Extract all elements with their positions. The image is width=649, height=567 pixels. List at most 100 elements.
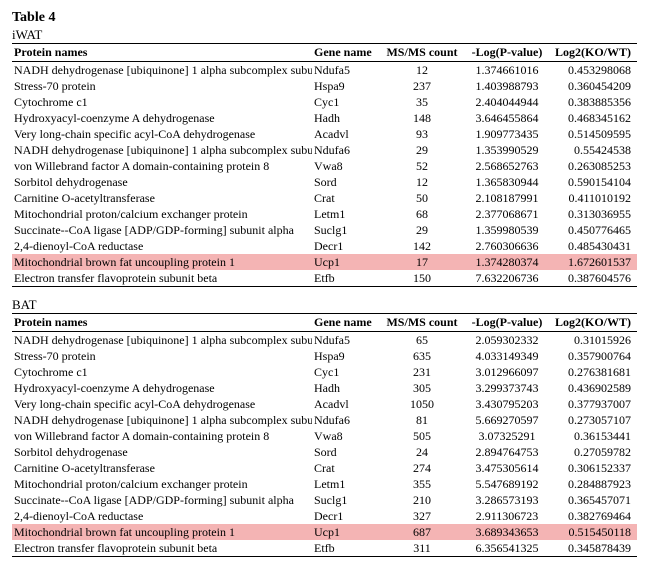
table-cell: Hadh bbox=[312, 110, 382, 126]
table-cell: Sord bbox=[312, 444, 382, 460]
table-cell: 3.646455864 bbox=[462, 110, 552, 126]
column-header: Protein names bbox=[12, 314, 312, 332]
table-cell: Electron transfer flavoprotein subunit b… bbox=[12, 540, 312, 557]
table-cell: 3.689343653 bbox=[462, 524, 552, 540]
table-cell: 52 bbox=[382, 158, 462, 174]
sections-container: iWATProtein namesGene nameMS/MS count-Lo… bbox=[12, 27, 637, 557]
table-cell: NADH dehydrogenase [ubiquinone] 1 alpha … bbox=[12, 142, 312, 158]
table-cell: 3.07325291 bbox=[462, 428, 552, 444]
column-header: Log2(KO/WT) bbox=[552, 44, 637, 62]
table-cell: 142 bbox=[382, 238, 462, 254]
table-cell: Decr1 bbox=[312, 238, 382, 254]
table-cell: 305 bbox=[382, 380, 462, 396]
table-cell: Succinate--CoA ligase [ADP/GDP-forming] … bbox=[12, 222, 312, 238]
table-cell: 150 bbox=[382, 270, 462, 287]
table-cell: 0.387604576 bbox=[552, 270, 637, 287]
table-cell: 2,4-dienoyl-CoA reductase bbox=[12, 238, 312, 254]
table-cell: Stress-70 protein bbox=[12, 348, 312, 364]
table-cell: 0.590154104 bbox=[552, 174, 637, 190]
table-cell: Very long-chain specific acyl-CoA dehydr… bbox=[12, 126, 312, 142]
table-cell: 3.299373743 bbox=[462, 380, 552, 396]
table-row: Cytochrome c1Cyc12313.0129660970.2763816… bbox=[12, 364, 637, 380]
table-cell: NADH dehydrogenase [ubiquinone] 1 alpha … bbox=[12, 62, 312, 79]
table-cell: NADH dehydrogenase [ubiquinone] 1 alpha … bbox=[12, 412, 312, 428]
table-row: Sorbitol dehydrogenaseSord121.3658309440… bbox=[12, 174, 637, 190]
table-cell: 1.374661016 bbox=[462, 62, 552, 79]
table-row: NADH dehydrogenase [ubiquinone] 1 alpha … bbox=[12, 142, 637, 158]
table-cell: 2,4-dienoyl-CoA reductase bbox=[12, 508, 312, 524]
table-cell: 12 bbox=[382, 62, 462, 79]
table-cell: 65 bbox=[382, 332, 462, 349]
table-cell: 3.430795203 bbox=[462, 396, 552, 412]
table-cell: Acadvl bbox=[312, 126, 382, 142]
table-cell: 0.36153441 bbox=[552, 428, 637, 444]
table-cell: Very long-chain specific acyl-CoA dehydr… bbox=[12, 396, 312, 412]
table-label: Table 4 bbox=[12, 10, 637, 26]
table-row: Cytochrome c1Cyc1352.4040449440.38388535… bbox=[12, 94, 637, 110]
table-row: Succinate--CoA ligase [ADP/GDP-forming] … bbox=[12, 222, 637, 238]
table-cell: Etfb bbox=[312, 540, 382, 557]
table-cell: 4.033149349 bbox=[462, 348, 552, 364]
table-cell: Hydroxyacyl-coenzyme A dehydrogenase bbox=[12, 380, 312, 396]
table-cell: Succinate--CoA ligase [ADP/GDP-forming] … bbox=[12, 492, 312, 508]
table-row: Stress-70 proteinHspa96354.0331493490.35… bbox=[12, 348, 637, 364]
table-cell: Cytochrome c1 bbox=[12, 364, 312, 380]
table-cell: Decr1 bbox=[312, 508, 382, 524]
table-row: Mitochondrial proton/calcium exchanger p… bbox=[12, 206, 637, 222]
table-cell: Letm1 bbox=[312, 476, 382, 492]
table-cell: Mitochondrial proton/calcium exchanger p… bbox=[12, 206, 312, 222]
table-cell: Mitochondrial brown fat uncoupling prote… bbox=[12, 254, 312, 270]
table-cell: Sord bbox=[312, 174, 382, 190]
table-cell: NADH dehydrogenase [ubiquinone] 1 alpha … bbox=[12, 332, 312, 349]
table-cell: 81 bbox=[382, 412, 462, 428]
column-header: -Log(P-value) bbox=[462, 314, 552, 332]
column-header: -Log(P-value) bbox=[462, 44, 552, 62]
table-cell: Acadvl bbox=[312, 396, 382, 412]
table-cell: Ndufa6 bbox=[312, 142, 382, 158]
table-cell: 24 bbox=[382, 444, 462, 460]
table-cell: Hspa9 bbox=[312, 78, 382, 94]
table-cell: 17 bbox=[382, 254, 462, 270]
section-subtitle: iWAT bbox=[12, 27, 637, 43]
table-row: 2,4-dienoyl-CoA reductaseDecr11422.76030… bbox=[12, 238, 637, 254]
table-cell: Mitochondrial proton/calcium exchanger p… bbox=[12, 476, 312, 492]
table-cell: Suclg1 bbox=[312, 492, 382, 508]
table-cell: 3.475305614 bbox=[462, 460, 552, 476]
table-cell: 231 bbox=[382, 364, 462, 380]
table-cell: Ndufa5 bbox=[312, 62, 382, 79]
table-cell: Cyc1 bbox=[312, 364, 382, 380]
table-cell: Ucp1 bbox=[312, 254, 382, 270]
table-cell: 311 bbox=[382, 540, 462, 557]
table-cell: Stress-70 protein bbox=[12, 78, 312, 94]
table-cell: 687 bbox=[382, 524, 462, 540]
table-cell: Crat bbox=[312, 460, 382, 476]
column-header: Gene name bbox=[312, 314, 382, 332]
table-cell: 0.514509595 bbox=[552, 126, 637, 142]
table-cell: Suclg1 bbox=[312, 222, 382, 238]
table-row: Mitochondrial brown fat uncoupling prote… bbox=[12, 254, 637, 270]
data-table: Protein namesGene nameMS/MS count-Log(P-… bbox=[12, 43, 637, 287]
table-cell: 0.377937007 bbox=[552, 396, 637, 412]
table-cell: 50 bbox=[382, 190, 462, 206]
table-row: NADH dehydrogenase [ubiquinone] 1 alpha … bbox=[12, 412, 637, 428]
table-cell: 0.436902589 bbox=[552, 380, 637, 396]
table-cell: 0.284887923 bbox=[552, 476, 637, 492]
table-row: Carnitine O-acetyltransferaseCrat2743.47… bbox=[12, 460, 637, 476]
table-cell: 355 bbox=[382, 476, 462, 492]
table-cell: 0.345878439 bbox=[552, 540, 637, 557]
table-cell: 29 bbox=[382, 142, 462, 158]
table-cell: Carnitine O-acetyltransferase bbox=[12, 190, 312, 206]
table-cell: 0.411010192 bbox=[552, 190, 637, 206]
table-cell: Carnitine O-acetyltransferase bbox=[12, 460, 312, 476]
table-row: Hydroxyacyl-coenzyme A dehydrogenaseHadh… bbox=[12, 380, 637, 396]
table-cell: Electron transfer flavoprotein subunit b… bbox=[12, 270, 312, 287]
table-cell: 210 bbox=[382, 492, 462, 508]
table-row: Hydroxyacyl-coenzyme A dehydrogenaseHadh… bbox=[12, 110, 637, 126]
table-cell: 274 bbox=[382, 460, 462, 476]
table-cell: 237 bbox=[382, 78, 462, 94]
table-cell: 1.359980539 bbox=[462, 222, 552, 238]
table-row: Succinate--CoA ligase [ADP/GDP-forming] … bbox=[12, 492, 637, 508]
table-cell: 93 bbox=[382, 126, 462, 142]
table-cell: 0.485430431 bbox=[552, 238, 637, 254]
table-cell: Ndufa6 bbox=[312, 412, 382, 428]
